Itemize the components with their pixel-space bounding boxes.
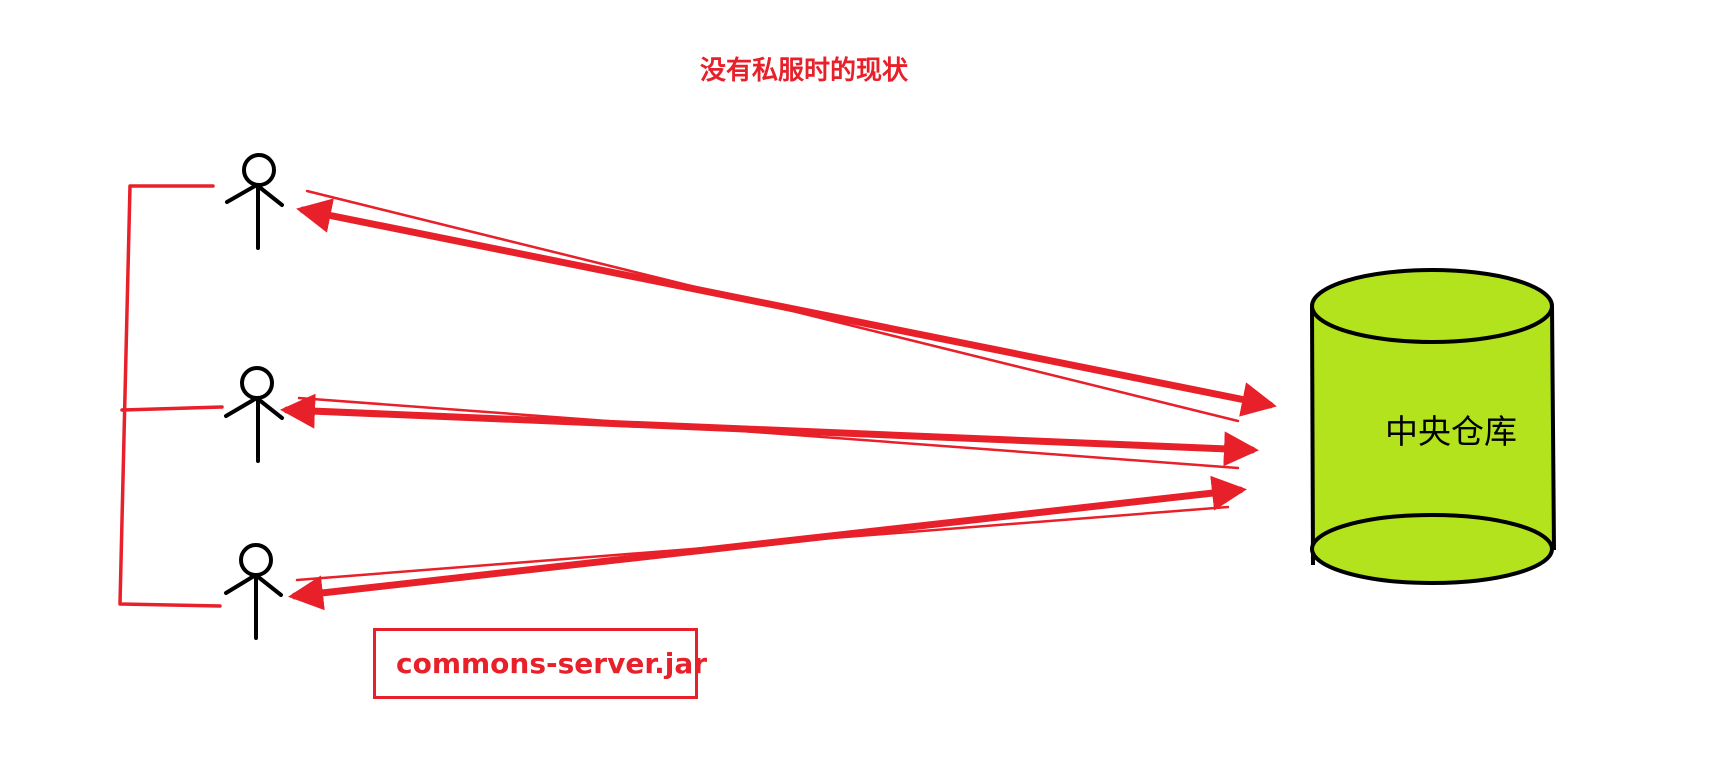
artifact-label: commons-server.jar [396,647,708,680]
diagram-title: 没有私服时的现状 [700,56,909,86]
arrow-developer-3 [288,475,1247,611]
request-lines [295,189,1240,582]
arrow-developer-2 [280,393,1259,467]
arrow-developer-1 [296,198,1277,417]
stick-figure-icon [224,543,283,640]
central-repository-label: 中央仓库 [1385,412,1517,451]
artifact-box: commons-server.jar [373,628,707,699]
stick-figure-icon [224,366,284,463]
stick-figure-icon [225,153,284,250]
cylinder-database-icon [1310,268,1556,585]
download-arrows [280,198,1277,611]
group-bracket [118,184,224,608]
